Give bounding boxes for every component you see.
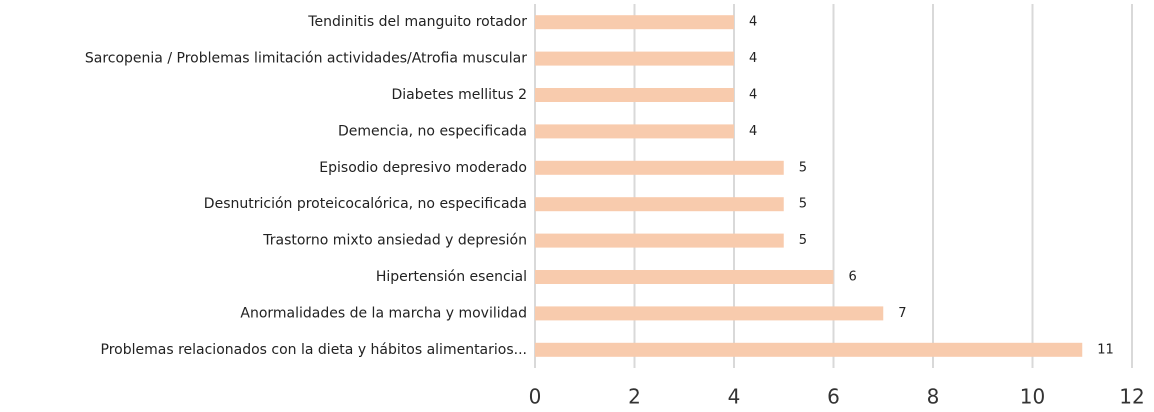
- x-tick-label: 10: [1020, 385, 1045, 409]
- category-label: Episodio depresivo moderado: [319, 160, 527, 176]
- bar: [535, 342, 1083, 357]
- value-label: 4: [749, 51, 757, 66]
- bar: [535, 233, 784, 248]
- x-tick-label: 6: [827, 385, 840, 409]
- category-label: Desnutrición proteicocalórica, no especi…: [204, 196, 527, 212]
- value-label: 6: [849, 270, 857, 285]
- value-label: 4: [749, 15, 757, 30]
- x-tick-label: 4: [728, 385, 741, 409]
- x-tick-label: 2: [628, 385, 641, 409]
- category-label: Diabetes mellitus 2: [391, 87, 527, 103]
- category-label: Demencia, no especificada: [338, 123, 527, 139]
- value-label: 4: [749, 124, 757, 139]
- bar: [535, 88, 734, 102]
- x-tick-label: 0: [529, 385, 542, 409]
- bar: [535, 270, 834, 284]
- bar: [535, 51, 734, 66]
- bar: [535, 160, 784, 175]
- category-label: Tendinitis del manguito rotador: [307, 14, 527, 30]
- value-label: 5: [799, 160, 807, 175]
- category-label: Anormalidades de la marcha y movilidad: [240, 305, 527, 321]
- bar: [535, 306, 884, 321]
- bar: [535, 15, 734, 30]
- category-label: Trastorno mixto ansiedad y depresión: [262, 233, 527, 249]
- bar: [535, 197, 784, 212]
- value-label: 4: [749, 88, 757, 103]
- category-label: Hipertensión esencial: [376, 269, 527, 285]
- category-label: Sarcopenia / Problemas limitación activi…: [85, 51, 527, 67]
- x-tick-label: 12: [1119, 385, 1144, 409]
- value-label: 5: [799, 233, 807, 248]
- value-label: 5: [799, 197, 807, 212]
- value-label: 7: [898, 306, 906, 321]
- value-label: 11: [1097, 342, 1114, 357]
- x-tick-label: 8: [927, 385, 940, 409]
- bar: [535, 124, 734, 139]
- category-label: Problemas relacionados con la dieta y há…: [101, 342, 527, 358]
